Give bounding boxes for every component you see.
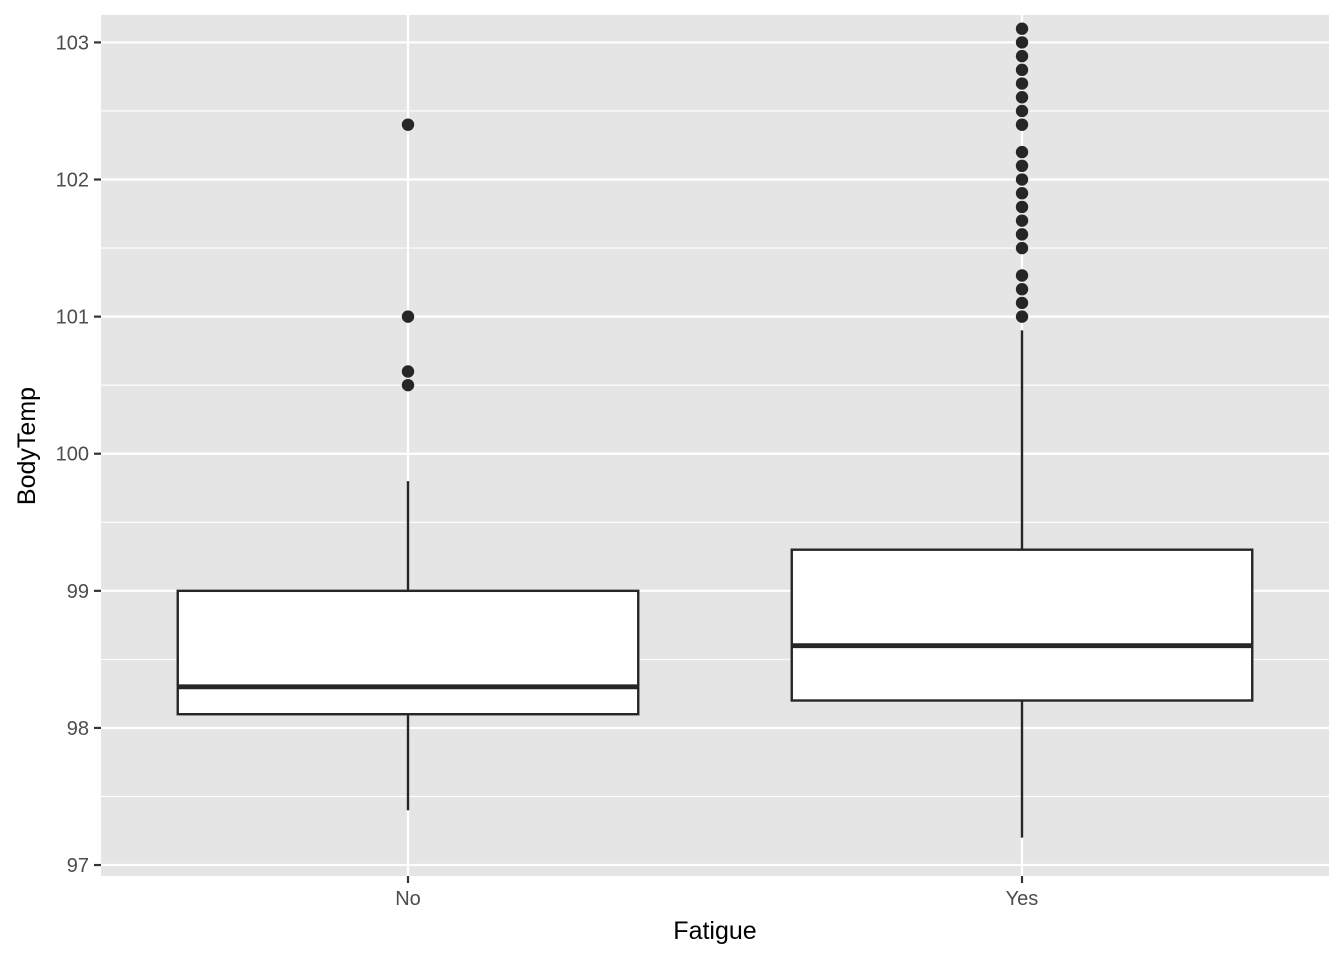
box-yes	[790, 22, 1254, 838]
outlier-point	[1015, 310, 1029, 323]
outlier-point	[1015, 104, 1029, 118]
outlier-point	[1015, 269, 1029, 282]
outlier-point	[1015, 63, 1029, 77]
x-tick-label: No	[395, 888, 421, 910]
outlier-point	[401, 378, 415, 392]
box-iqr	[790, 548, 1254, 702]
outlier-point	[1015, 91, 1029, 104]
y-axis: 97 98 99 100 101 102 103	[56, 32, 101, 877]
outlier-point	[1015, 200, 1029, 214]
outlier-point	[1015, 36, 1029, 49]
outlier-point	[1015, 118, 1029, 131]
outlier-point	[1015, 187, 1029, 200]
box-iqr	[176, 589, 640, 716]
outlier-point	[401, 310, 415, 323]
outlier-point	[1015, 241, 1029, 255]
outlier-point	[1015, 173, 1029, 186]
y-tick-label: 97	[67, 855, 89, 877]
outlier-point	[1015, 77, 1029, 90]
outlier-point	[1015, 283, 1029, 296]
outlier-point	[1015, 228, 1029, 241]
outlier-point	[1015, 159, 1029, 173]
box-no	[176, 118, 640, 811]
outlier-point	[1015, 22, 1029, 35]
y-axis-title: BodyTemp	[13, 387, 41, 505]
y-tick-label: 103	[56, 32, 89, 54]
x-tick-label: Yes	[1006, 888, 1039, 910]
outlier-point	[1015, 296, 1029, 310]
outlier-point	[1015, 49, 1029, 63]
outlier-point	[401, 365, 415, 378]
x-axis-title: Fatigue	[673, 917, 756, 945]
boxes	[176, 22, 1254, 838]
outlier-point	[1015, 214, 1029, 227]
y-tick-label: 102	[56, 170, 89, 192]
plot-panel	[101, 15, 1329, 876]
outlier-point	[1015, 145, 1029, 159]
y-tick-label: 99	[67, 581, 89, 603]
outlier-point	[401, 118, 415, 131]
y-tick-label: 101	[56, 307, 89, 329]
y-tick-label: 98	[67, 718, 89, 740]
y-tick-label: 100	[56, 444, 89, 466]
x-axis: No Yes	[395, 876, 1038, 910]
